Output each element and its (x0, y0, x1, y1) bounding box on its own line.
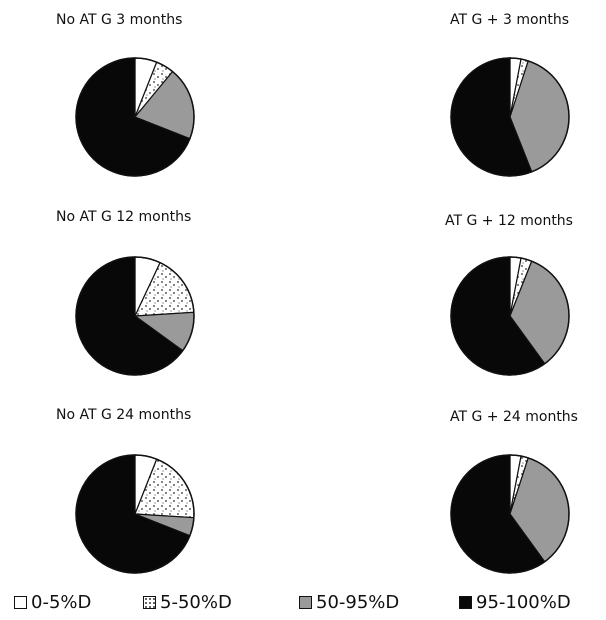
legend-item-5-50: 5-50%D (143, 592, 232, 613)
pie-title: AT G + 12 months (445, 213, 573, 229)
legend-swatch-95-100 (459, 596, 472, 609)
legend-label-0-5: 0-5%D (31, 592, 92, 613)
chart-legend: 0-5%D 5-50%D 50-95%D 95-100%D (0, 592, 606, 620)
pie-chart-2: AT G + 3 months (450, 12, 570, 177)
pie-outline (75, 454, 195, 574)
pie-title: AT G + 3 months (450, 12, 569, 28)
pie-title: No AT G 3 months (56, 12, 182, 28)
pie-chart-3: No AT G 12 months (56, 209, 195, 376)
pie-outline (75, 256, 195, 376)
legend-label-50-95: 50-95%D (316, 592, 400, 613)
pie-chart-5: No AT G 24 months (56, 407, 195, 574)
legend-swatch-50-95 (299, 596, 312, 609)
legend-swatch-5-50 (143, 596, 156, 609)
legend-item-95-100: 95-100%D (459, 592, 571, 613)
pie-title: AT G + 24 months (450, 409, 578, 425)
pie-outline (450, 57, 570, 177)
pie-title: No AT G 24 months (56, 407, 191, 423)
pie-outline (450, 256, 570, 376)
pie-chart-6: AT G + 24 months (450, 409, 578, 574)
pie-chart-1: No AT G 3 months (56, 12, 195, 177)
legend-item-0-5: 0-5%D (14, 592, 91, 613)
pie-chart-4: AT G + 12 months (445, 213, 573, 376)
pie-outline (450, 454, 570, 574)
legend-label-95-100: 95-100%D (476, 592, 571, 613)
legend-item-50-95: 50-95%D (299, 592, 399, 613)
legend-label-5-50: 5-50%D (160, 592, 232, 613)
legend-swatch-0-5 (14, 596, 27, 609)
pie-outline (75, 57, 195, 177)
pie-title: No AT G 12 months (56, 209, 191, 225)
